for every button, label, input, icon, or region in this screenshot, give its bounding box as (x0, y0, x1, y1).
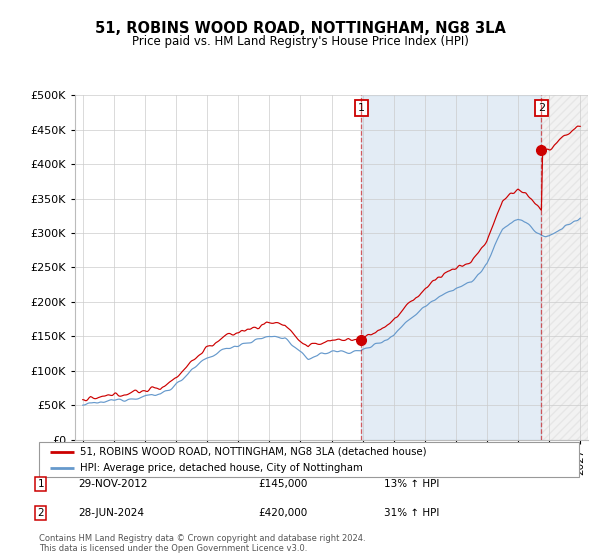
Bar (361, 95, 541, 440)
Text: £145,000: £145,000 (258, 479, 307, 489)
FancyBboxPatch shape (39, 442, 579, 477)
Text: 28-JUN-2024: 28-JUN-2024 (78, 508, 144, 518)
Text: 51, ROBINS WOOD ROAD, NOTTINGHAM, NG8 3LA (detached house): 51, ROBINS WOOD ROAD, NOTTINGHAM, NG8 3L… (79, 447, 426, 457)
Text: 31% ↑ HPI: 31% ↑ HPI (384, 508, 439, 518)
Text: HPI: Average price, detached house, City of Nottingham: HPI: Average price, detached house, City… (79, 463, 362, 473)
Text: 2: 2 (538, 103, 545, 113)
Text: 1: 1 (37, 479, 44, 489)
Bar (541, 95, 588, 440)
Text: Price paid vs. HM Land Registry's House Price Index (HPI): Price paid vs. HM Land Registry's House … (131, 35, 469, 48)
Text: 13% ↑ HPI: 13% ↑ HPI (384, 479, 439, 489)
Text: Contains HM Land Registry data © Crown copyright and database right 2024.
This d: Contains HM Land Registry data © Crown c… (39, 534, 365, 553)
Text: 51, ROBINS WOOD ROAD, NOTTINGHAM, NG8 3LA: 51, ROBINS WOOD ROAD, NOTTINGHAM, NG8 3L… (95, 21, 505, 36)
Text: £420,000: £420,000 (258, 508, 307, 518)
Text: 2: 2 (37, 508, 44, 518)
Text: 29-NOV-2012: 29-NOV-2012 (78, 479, 148, 489)
Text: 1: 1 (358, 103, 365, 113)
